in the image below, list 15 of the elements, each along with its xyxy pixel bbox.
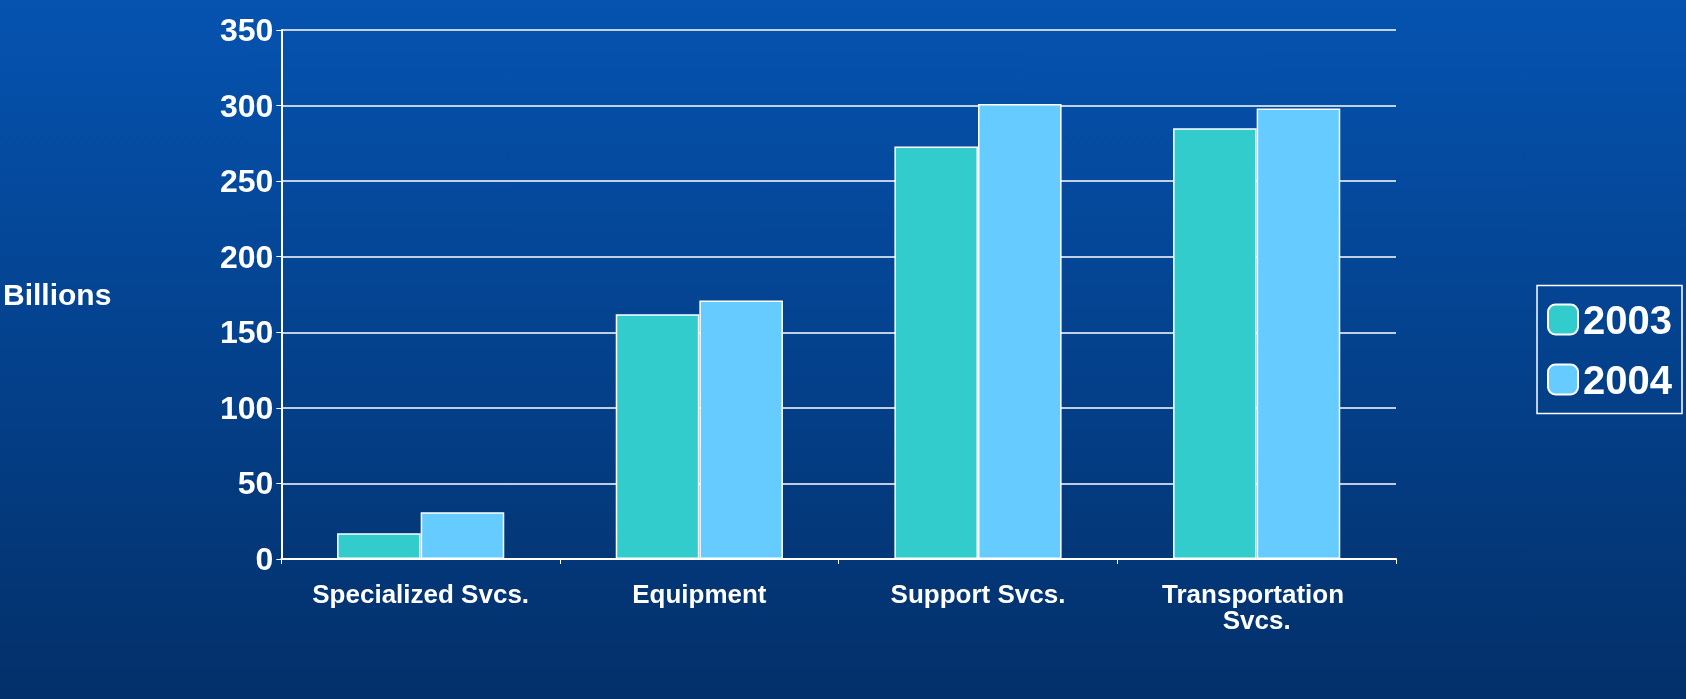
y-axis-title: Billions <box>3 278 112 311</box>
legend-label: 2004 <box>1583 357 1673 402</box>
y-tick-label: 200 <box>219 238 274 275</box>
x-tick-label: Specialized Svcs. <box>312 579 530 609</box>
x-tick-label: Support Svcs. <box>890 579 1066 609</box>
y-tick-label: 100 <box>219 389 274 426</box>
y-tick-label: 0 <box>255 541 274 577</box>
legend-label: 2003 <box>1583 297 1672 342</box>
y-tick-label: 350 <box>219 12 274 48</box>
y-tick-label: 250 <box>219 163 274 200</box>
y-tick-label: 150 <box>219 314 274 351</box>
y-tick-label: 300 <box>219 87 274 124</box>
y-tick-label: 50 <box>237 465 274 502</box>
x-tick-label: Equipment <box>632 579 767 609</box>
x-tick-label: Transportation Svcs. <box>1162 579 1352 635</box>
